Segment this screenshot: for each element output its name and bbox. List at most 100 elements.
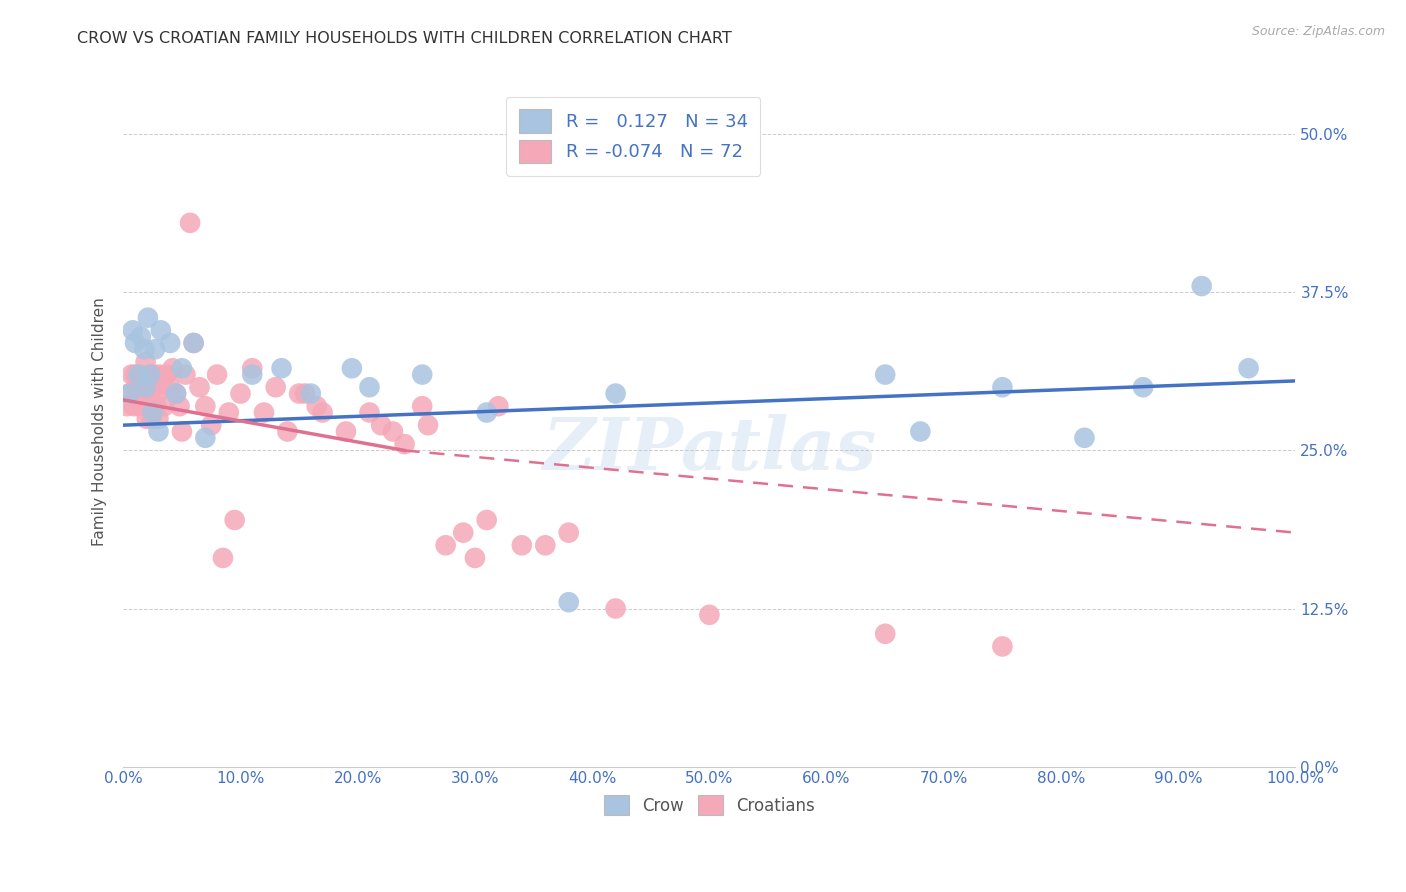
Point [162,361,184,376]
Point [145,399,167,413]
Point [394,437,416,451]
Point [464,550,486,565]
Point [991,640,1014,654]
Point [153,399,176,413]
Legend: Crow, Croatians: Crow, Croatians [596,787,823,823]
Point [128,368,150,382]
Point [205,368,228,382]
Point [165,386,187,401]
Point [159,335,181,350]
Point [183,335,205,350]
Point [240,368,263,382]
Point [411,368,433,382]
Point [451,525,474,540]
Point [434,538,457,552]
Point [134,386,156,401]
Point [276,425,298,439]
Point [605,386,627,401]
Point [179,216,201,230]
Point [121,368,143,382]
Point [875,627,897,641]
Y-axis label: Family Households with Children: Family Households with Children [93,298,107,547]
Point [183,335,205,350]
Point [165,386,187,401]
Point [159,380,181,394]
Point [212,550,235,565]
Text: ZIPatlas: ZIPatlas [543,414,876,485]
Point [150,374,173,388]
Point [299,386,322,401]
Point [142,368,165,382]
Point [229,386,252,401]
Point [115,399,138,413]
Point [475,405,498,419]
Point [699,607,721,622]
Point [557,525,579,540]
Point [381,425,404,439]
Point [416,418,439,433]
Point [270,361,292,376]
Point [557,595,579,609]
Point [148,425,170,439]
Point [294,386,316,401]
Point [311,405,333,419]
Point [139,368,162,382]
Point [149,323,172,337]
Point [534,538,557,552]
Point [188,380,211,394]
Point [910,425,932,439]
Point [288,386,311,401]
Point [141,412,163,426]
Point [132,399,155,413]
Point [1132,380,1154,394]
Point [1073,431,1095,445]
Point [118,386,141,401]
Point [253,405,276,419]
Point [1237,361,1260,376]
Point [335,425,357,439]
Point [124,335,146,350]
Point [218,405,240,419]
Point [131,380,153,394]
Point [143,343,166,357]
Point [875,368,897,382]
Point [170,361,193,376]
Text: CROW VS CROATIAN FAMILY HOUSEHOLDS WITH CHILDREN CORRELATION CHART: CROW VS CROATIAN FAMILY HOUSEHOLDS WITH … [77,31,733,46]
Point [128,399,150,413]
Point [136,374,159,388]
Point [135,412,157,426]
Point [605,601,627,615]
Point [991,380,1014,394]
Point [148,412,170,426]
Point [128,368,150,382]
Point [118,386,141,401]
Point [224,513,246,527]
Point [1191,279,1213,293]
Point [127,386,149,401]
Point [411,399,433,413]
Point [149,368,172,382]
Point [135,380,157,394]
Text: Source: ZipAtlas.com: Source: ZipAtlas.com [1251,25,1385,38]
Point [143,380,166,394]
Point [194,399,217,413]
Point [138,386,160,401]
Point [200,418,222,433]
Point [142,399,165,413]
Point [124,368,146,382]
Point [340,361,363,376]
Point [146,386,169,401]
Point [139,368,162,382]
Point [359,380,381,394]
Point [136,310,159,325]
Point [129,374,152,388]
Point [122,399,145,413]
Point [486,399,509,413]
Point [174,368,197,382]
Point [510,538,533,552]
Point [370,418,392,433]
Point [125,380,148,394]
Point [240,361,263,376]
Point [135,355,157,369]
Point [134,343,156,357]
